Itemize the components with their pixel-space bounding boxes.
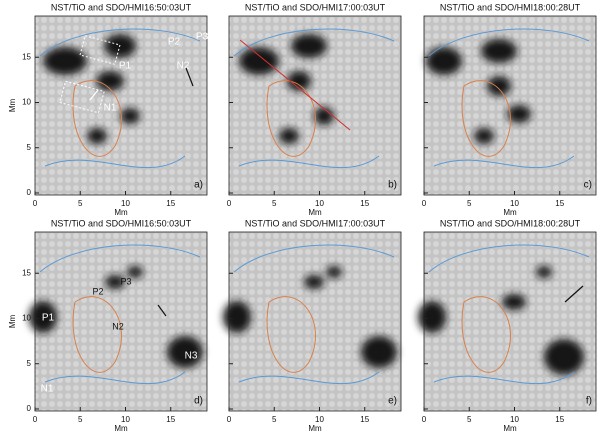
panel: NST/TiO and SDO/HMI16:50:03UT a) 0 5 10 15 Mm 0…	[8, 2, 208, 217]
annotation: N3	[185, 351, 198, 362]
sunspot	[481, 39, 517, 63]
y-tick-label: 15	[22, 52, 31, 61]
annotation: P1	[119, 61, 132, 72]
x-tick-label: 10	[315, 199, 324, 208]
x-tick-label: 0	[227, 199, 232, 208]
y-tick-label: 0	[27, 188, 32, 197]
sunspot	[536, 266, 552, 278]
annotation: N1	[41, 384, 54, 395]
y-tick-label: 5	[27, 359, 32, 368]
panel-label: d)	[194, 396, 203, 407]
y-axis-label: Mm	[8, 315, 17, 329]
annotation: P2	[92, 286, 103, 296]
annotation: P1	[42, 313, 55, 324]
sunspot	[120, 108, 140, 124]
panel-label: b)	[388, 180, 397, 191]
sunspot	[96, 71, 124, 91]
panel: NST/TiO and SDO/HMI16:50:03UT d) 0 5 10 15 Mm 0…	[8, 218, 207, 431]
x-tick-label: 10	[510, 415, 519, 424]
sunspot	[418, 301, 446, 333]
x-tick-label: 15	[166, 415, 175, 424]
sunspot	[502, 294, 526, 310]
y-tick-label: 0	[27, 404, 32, 413]
panel-label: a)	[194, 180, 203, 191]
annotation: N1	[104, 103, 117, 114]
y-tick-label: 10	[22, 98, 31, 107]
x-tick-label: 10	[510, 199, 519, 208]
panel-title: NST/TiO and SDO/HMI16:50:03UT	[51, 218, 192, 228]
panel: NST/TiO and SDO/HMI18:00:28UT f) 0 5 10 15 Mm	[418, 218, 596, 431]
sunspot	[304, 275, 324, 289]
sunspot	[474, 128, 494, 144]
sunspot	[87, 128, 107, 144]
x-tick-label: 15	[555, 199, 564, 208]
x-tick-label: 15	[360, 415, 369, 424]
panel-label: e)	[388, 396, 397, 407]
annotation: P3	[120, 276, 131, 286]
sunspot	[361, 336, 397, 368]
y-tick-label: 15	[22, 268, 31, 277]
sunspot	[279, 128, 299, 144]
sunspot	[314, 107, 334, 125]
x-tick-label: 0	[33, 199, 38, 208]
panel-label: c)	[584, 180, 592, 191]
x-tick-label: 0	[227, 415, 232, 424]
y-tick-label: 5	[27, 143, 32, 152]
x-tick-label: 15	[166, 199, 175, 208]
sunspot	[544, 339, 584, 375]
panel-title: NST/TiO and SDO/HMI17:00:03UT	[245, 2, 386, 12]
panel: NST/TiO and SDO/HMI17:00:03UT b) 0 5 10 15 Mm	[227, 2, 401, 217]
x-tick-label: 15	[360, 199, 369, 208]
x-axis-label: Mm	[308, 208, 322, 217]
annotation: N2	[112, 321, 124, 331]
x-tick-label: 10	[315, 415, 324, 424]
x-tick-label: 5	[78, 199, 83, 208]
panel: NST/TiO and SDO/HMI18:00:28UT c) 0 5 10 15 Mm	[422, 2, 596, 217]
x-tick-label: 0	[422, 199, 427, 208]
y-axis-label: Mm	[8, 99, 17, 113]
x-axis-label: Mm	[503, 208, 517, 217]
x-axis-label: Mm	[114, 424, 128, 431]
y-tick-label: 10	[22, 314, 31, 323]
sunspot	[487, 76, 511, 96]
annotation: N2	[177, 61, 190, 72]
x-axis-label: Mm	[114, 208, 128, 217]
x-axis-label: Mm	[503, 424, 517, 431]
figure: NST/TiO and SDO/HMI16:50:03UT a) 0 5 10 15 Mm 0…	[0, 0, 599, 431]
x-tick-label: 0	[422, 415, 427, 424]
x-tick-label: 5	[272, 415, 277, 424]
panel-label: f)	[586, 396, 592, 407]
x-tick-label: 5	[467, 199, 472, 208]
x-tick-label: 5	[272, 199, 277, 208]
panel-title: NST/TiO and SDO/HMI17:00:03UT	[245, 218, 386, 228]
x-tick-label: 5	[467, 415, 472, 424]
panel-title: NST/TiO and SDO/HMI16:50:03UT	[51, 2, 192, 12]
sunspot	[291, 34, 327, 58]
x-tick-label: 0	[33, 415, 38, 424]
sunspot	[43, 47, 87, 75]
panel-title: NST/TiO and SDO/HMI18:00:28UT	[440, 2, 581, 12]
x-tick-label: 10	[121, 199, 130, 208]
sunspot	[326, 266, 342, 278]
x-tick-label: 10	[121, 415, 130, 424]
sunspot	[426, 47, 462, 75]
annotation: P2	[168, 37, 181, 48]
panel-title: NST/TiO and SDO/HMI18:00:28UT	[440, 218, 581, 228]
sunspot	[223, 301, 251, 333]
sunspot	[239, 47, 279, 75]
x-tick-label: 5	[78, 415, 83, 424]
x-tick-label: 15	[555, 415, 564, 424]
x-axis-label: Mm	[308, 424, 322, 431]
annotation: P3	[196, 32, 209, 43]
panel: NST/TiO and SDO/HMI17:00:03UT e) 0 5 10 15 Mm	[223, 218, 401, 431]
